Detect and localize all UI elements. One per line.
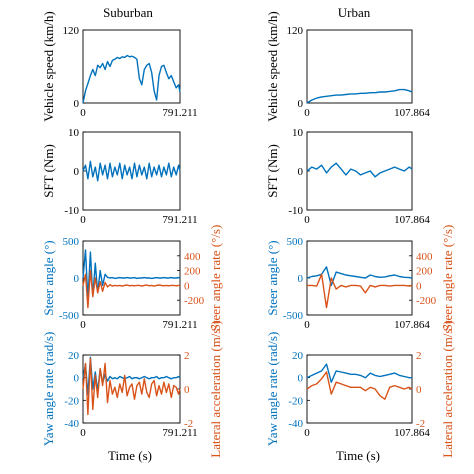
y-tick-label: 500: [63, 236, 80, 248]
y2-tick-label: 200: [416, 266, 433, 278]
axes-box: [306, 29, 413, 104]
y2-tick-label: 0: [416, 280, 422, 292]
y2-tick-label: 400: [184, 251, 201, 263]
y-tick-label: -500: [59, 310, 80, 322]
x-tick-label-end: 791.211: [162, 427, 197, 439]
y2-tick-label: 2: [184, 350, 190, 362]
y-tick-label: 0: [298, 373, 304, 385]
y2-axis-label: Lateral acceleration (m/s²): [440, 320, 455, 457]
series-line-right: [82, 357, 181, 416]
y2-tick-label: 0: [184, 280, 190, 292]
y-tick-label: 0: [74, 373, 80, 385]
series-line-left: [82, 160, 181, 182]
x-tick-label-end: 107.864: [394, 214, 430, 226]
y-tick-label: 0: [298, 166, 304, 178]
y2-tick-label: 2: [416, 350, 422, 362]
y-axis-label: Steer angle (°): [41, 240, 56, 315]
x-tick-label-end: 107.864: [394, 107, 430, 119]
y2-tick-label: 0: [184, 384, 190, 396]
y2-axis-label: Steer angle rate (°/s): [440, 225, 455, 332]
series-line-left: [306, 88, 413, 104]
y2-tick-label: 200: [184, 266, 201, 278]
series-line-right: [307, 273, 413, 309]
axes-box: [306, 354, 413, 424]
y-tick-label: 0: [74, 273, 80, 285]
y2-tick-label: -200: [416, 295, 437, 307]
y-tick-label: 20: [68, 350, 80, 362]
y-tick-label: -40: [64, 418, 79, 430]
panel-speed-urban: 0 120 0 107.864 Vehicle speed (km/h): [265, 11, 430, 121]
y-tick-label: -20: [288, 395, 303, 407]
panel-speed-suburban: 0 120 0 791.211 Vehicle speed (km/h): [41, 11, 198, 121]
y2-tick-label: 400: [416, 251, 433, 263]
series-line-right: [82, 269, 180, 309]
y-tick-label: 120: [63, 25, 80, 37]
series-line-left: [306, 363, 412, 383]
series-line-left: [82, 249, 181, 301]
y-axis-label: Vehicle speed (km/h): [265, 11, 280, 121]
y-axis-label: Yaw angle rate (rad/s): [265, 332, 280, 447]
y-axis-label: SFT (Nm): [265, 144, 280, 198]
axes-box: [306, 131, 413, 211]
y2-axis-label: Steer angle rate (°/s): [208, 225, 223, 332]
y-axis-label: Yaw angle rate (rad/s): [41, 332, 56, 447]
y-tick-label: 120: [287, 25, 304, 37]
y-tick-label: 0: [74, 98, 80, 110]
x-tick-label-start: 0: [80, 214, 86, 226]
x-tick-label-end: 791.211: [162, 214, 197, 226]
x-tick-label-start: 0: [80, 319, 86, 331]
y-tick-label: -10: [64, 205, 79, 217]
y-axis-label: SFT (Nm): [41, 144, 56, 198]
y-tick-label: -10: [288, 205, 303, 217]
series-line-left: [306, 266, 413, 287]
y-tick-label: 10: [68, 127, 80, 139]
x-tick-label-start: 0: [80, 107, 86, 119]
x-tick-label-start: 0: [80, 427, 86, 439]
x-tick-label-end: 791.211: [162, 107, 197, 119]
x-tick-label-start: 0: [304, 214, 310, 226]
x-tick-label-start: 0: [304, 427, 310, 439]
y2-axis-label: Lateral acceleration (m/s²): [208, 320, 223, 457]
y-tick-label: -40: [288, 418, 303, 430]
y-axis-label: Vehicle speed (km/h): [41, 11, 56, 121]
series-line-left: [306, 162, 413, 178]
y-tick-label: 0: [298, 98, 304, 110]
x-tick-label-end: 107.864: [394, 427, 430, 439]
y-tick-label: 500: [287, 236, 304, 248]
x-tick-label-start: 0: [304, 319, 310, 331]
y-tick-label: 10: [292, 127, 304, 139]
y2-tick-label: -2: [416, 418, 425, 430]
y2-tick-label: -2: [184, 418, 193, 430]
y2-tick-label: 0: [416, 384, 422, 396]
x-tick-label-end: 791.211: [162, 319, 197, 331]
y2-tick-label: -200: [184, 295, 205, 307]
series-line-left: [82, 54, 181, 104]
x-axis-label-urban: Time (s): [336, 448, 380, 463]
y-tick-label: 0: [74, 166, 80, 178]
series-line-right: [306, 371, 413, 400]
y-axis-label: Steer angle (°): [265, 240, 280, 315]
y-tick-label: -20: [64, 395, 79, 407]
x-axis-label-suburban: Time (s): [108, 448, 152, 463]
column-title-urban: Urban: [338, 5, 371, 20]
y-tick-label: 20: [292, 350, 304, 362]
x-tick-label-start: 0: [304, 107, 310, 119]
column-title-suburban: Suburban: [103, 5, 153, 20]
y-tick-label: 0: [298, 273, 304, 285]
x-tick-label-end: 107.864: [394, 319, 430, 331]
axes-box: [82, 29, 181, 104]
y-tick-label: -500: [283, 310, 304, 322]
